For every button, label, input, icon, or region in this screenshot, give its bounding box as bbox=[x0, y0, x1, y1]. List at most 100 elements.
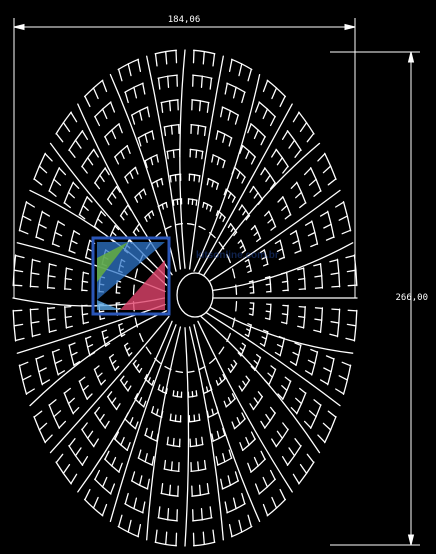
grate-finger bbox=[44, 434, 53, 443]
grate-finger bbox=[197, 461, 200, 472]
grate-finger bbox=[299, 463, 308, 475]
grate-finger bbox=[134, 393, 139, 400]
grate-finger bbox=[124, 342, 129, 347]
grate-finger bbox=[54, 359, 63, 365]
grate-finger bbox=[232, 497, 237, 510]
grate-finger bbox=[195, 390, 198, 397]
grate-finger bbox=[200, 75, 203, 88]
grate-finger bbox=[253, 129, 259, 140]
grate-finger bbox=[63, 387, 71, 394]
grate-finger bbox=[238, 385, 243, 392]
grate-finger bbox=[198, 413, 201, 421]
grate-finger bbox=[78, 213, 86, 220]
grate-finger bbox=[230, 227, 235, 233]
grate-finger bbox=[281, 385, 288, 392]
grate-finger bbox=[314, 275, 323, 278]
grate-finger bbox=[123, 380, 128, 387]
grate-finger bbox=[219, 377, 223, 383]
grate-finger bbox=[289, 361, 297, 366]
grate-finger bbox=[67, 191, 75, 199]
grate-finger bbox=[124, 176, 129, 184]
grate-finger bbox=[236, 417, 241, 425]
grate-finger bbox=[313, 329, 322, 333]
grate-finger bbox=[111, 192, 117, 199]
grate-finger bbox=[157, 506, 161, 519]
grate-finger bbox=[101, 476, 108, 488]
grate-finger bbox=[138, 110, 143, 121]
grate-finger bbox=[331, 308, 341, 311]
grate-finger bbox=[86, 344, 94, 348]
grate-finger bbox=[281, 313, 289, 316]
grate-finger bbox=[211, 408, 215, 416]
grate-finger bbox=[104, 135, 110, 146]
grate-finger bbox=[215, 456, 219, 466]
grate-finger bbox=[137, 137, 142, 147]
grate-finger bbox=[132, 359, 137, 365]
grate-finger bbox=[232, 86, 237, 99]
logo-panel-green bbox=[97, 242, 128, 282]
grate-finger bbox=[96, 218, 103, 224]
grate-finger bbox=[82, 204, 89, 211]
grate-finger bbox=[298, 305, 306, 308]
grate-finger bbox=[239, 347, 244, 352]
grate-finger bbox=[298, 288, 306, 291]
grate-finger bbox=[219, 213, 223, 219]
grate-finger bbox=[98, 310, 105, 313]
grate-finger bbox=[99, 174, 105, 183]
grate-ring-arc bbox=[231, 268, 236, 279]
grate-finger bbox=[151, 456, 155, 466]
grate-finger bbox=[132, 231, 137, 237]
grate-finger bbox=[327, 410, 337, 418]
grate-finger bbox=[260, 135, 266, 146]
grate-finger bbox=[242, 209, 247, 216]
grate-finger bbox=[347, 309, 358, 312]
grate-finger bbox=[206, 483, 210, 495]
grate-finger bbox=[267, 218, 274, 224]
grate-finger bbox=[245, 150, 250, 160]
grate-finger bbox=[306, 453, 315, 464]
grate-finger bbox=[99, 413, 105, 422]
grate-spoke bbox=[193, 73, 261, 272]
grate-finger bbox=[330, 272, 340, 275]
grate-finger bbox=[260, 420, 266, 429]
grate-finger bbox=[346, 269, 357, 273]
grate-finger bbox=[279, 95, 286, 108]
grate-finger bbox=[93, 438, 99, 448]
grate-finger bbox=[234, 114, 239, 125]
grate-finger bbox=[237, 352, 242, 357]
logo-panel-pink bbox=[120, 260, 165, 310]
grate-finger bbox=[155, 408, 159, 416]
grate-finger bbox=[85, 256, 92, 261]
grate-finger bbox=[319, 211, 329, 217]
grate-finger bbox=[151, 406, 155, 414]
grate-finger bbox=[247, 514, 253, 528]
grate-finger bbox=[147, 213, 151, 219]
grate-finger bbox=[175, 49, 178, 64]
grate-finger bbox=[203, 126, 207, 137]
grate-finger bbox=[310, 243, 319, 248]
grate-finger bbox=[325, 355, 335, 360]
grate-finger bbox=[250, 156, 256, 165]
grate-finger bbox=[299, 121, 308, 133]
grate-finger bbox=[114, 225, 120, 231]
grate-finger bbox=[292, 111, 300, 123]
grate-finger bbox=[53, 178, 62, 186]
grate-finger bbox=[276, 248, 284, 252]
grate-finger bbox=[47, 318, 56, 321]
grate-finger bbox=[298, 277, 306, 281]
grate-finger bbox=[274, 239, 281, 245]
grate-finger bbox=[270, 365, 277, 371]
grate-finger bbox=[160, 101, 164, 113]
grate-finger bbox=[211, 154, 214, 163]
grate-finger bbox=[223, 188, 227, 196]
grate-finger bbox=[172, 437, 175, 447]
grate-finger bbox=[271, 438, 277, 448]
grate-finger bbox=[67, 397, 75, 405]
grate-finger bbox=[236, 171, 241, 179]
grate-finger bbox=[267, 372, 274, 378]
grate-finger bbox=[284, 376, 292, 383]
grate-spoke bbox=[77, 103, 173, 276]
grate-finger bbox=[175, 532, 178, 547]
grate-finger bbox=[192, 49, 195, 64]
